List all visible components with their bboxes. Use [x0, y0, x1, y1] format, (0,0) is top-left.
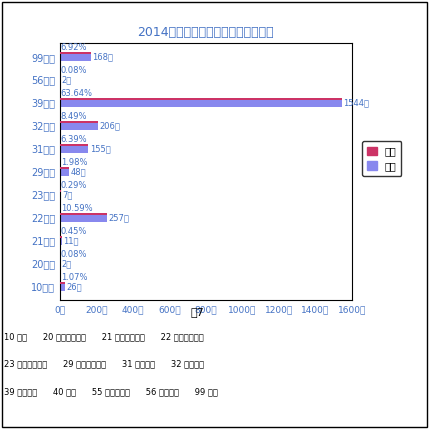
Bar	[60, 98, 341, 100]
Bar	[60, 213, 107, 214]
Text: 7人: 7人	[63, 190, 73, 199]
Text: 1544人: 1544人	[343, 98, 369, 107]
Text: 168人: 168人	[92, 52, 113, 61]
Text: 257人: 257人	[109, 213, 129, 222]
Text: 0.08%: 0.08%	[60, 66, 87, 76]
Text: 10 机关      20 科研设计单位      21 高等教育单位      22 中初教育单位: 10 机关 20 科研设计单位 21 高等教育单位 22 中初教育单位	[4, 332, 204, 341]
Text: 0.45%: 0.45%	[60, 227, 87, 236]
Text: 63.64%: 63.64%	[60, 89, 93, 98]
Text: 155人: 155人	[90, 144, 111, 153]
Bar	[60, 213, 107, 222]
Text: 11人: 11人	[63, 236, 79, 245]
Text: 10.59%: 10.59%	[60, 204, 92, 213]
Text: 图7: 图7	[190, 307, 204, 317]
Text: 1.98%: 1.98%	[60, 158, 87, 167]
Bar	[60, 236, 62, 238]
Bar	[60, 52, 91, 61]
Text: 2人: 2人	[62, 75, 72, 84]
Text: 6.39%: 6.39%	[60, 135, 87, 144]
Text: 2人: 2人	[62, 259, 72, 268]
Text: 39 其他企业      40 都队      55 农村建制村      56 城镇社区      99 其他: 39 其他企业 40 都队 55 农村建制村 56 城镇社区 99 其他	[4, 388, 218, 397]
Bar	[60, 190, 61, 199]
Bar	[60, 167, 69, 176]
Text: 1.07%: 1.07%	[60, 273, 87, 282]
Text: 8.49%: 8.49%	[60, 112, 87, 121]
Title: 2014届签约就业毕业生单位性质流向: 2014届签约就业毕业生单位性质流向	[138, 26, 274, 39]
Text: 0.29%: 0.29%	[60, 181, 87, 190]
Legend: 占比, 人数: 占比, 人数	[363, 142, 402, 176]
Bar	[60, 144, 88, 146]
Text: 48人: 48人	[70, 167, 86, 176]
Bar	[60, 98, 341, 107]
Bar	[60, 190, 61, 192]
Bar	[60, 144, 88, 153]
Text: 206人: 206人	[99, 121, 120, 130]
Bar	[60, 121, 98, 130]
Bar	[60, 121, 98, 123]
Bar	[60, 52, 91, 54]
Bar	[60, 282, 65, 284]
Text: 26人: 26人	[66, 282, 82, 291]
Bar	[60, 167, 69, 169]
Text: 0.08%: 0.08%	[60, 250, 87, 259]
Text: 6.92%: 6.92%	[60, 43, 87, 52]
Bar	[60, 236, 62, 245]
Text: 23 医疗卫生单位      29 其他事业单位      31 国有企业      32 三资企业: 23 医疗卫生单位 29 其他事业单位 31 国有企业 32 三资企业	[4, 360, 204, 369]
Bar	[60, 282, 65, 291]
